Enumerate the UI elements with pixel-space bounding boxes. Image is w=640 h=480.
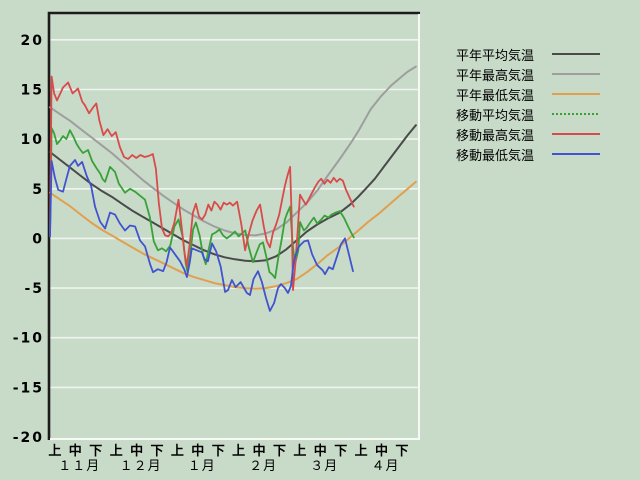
y-axis-label: 0 xyxy=(32,231,44,247)
legend-line-sample xyxy=(552,73,600,75)
legend-label: 移動平均気温 xyxy=(456,108,535,124)
x-axis-period-label: 下 xyxy=(273,444,286,459)
legend-label: 移動最高気温 xyxy=(456,128,535,144)
legend-line-sample xyxy=(552,113,600,115)
x-axis-period-label: 下 xyxy=(89,444,102,459)
plot-frame-light-edge xyxy=(50,14,420,440)
legend-item-moving-mean: 移動平均気温 xyxy=(456,104,600,124)
legend-item-normal-min: 平年最低気温 xyxy=(456,84,600,104)
series-line-moving-min xyxy=(49,159,354,312)
y-axis-label: 15 xyxy=(21,83,44,99)
x-axis-period-label: 上 xyxy=(171,444,184,459)
x-axis-period-label: 中 xyxy=(191,443,204,459)
x-axis-period-label: 上 xyxy=(355,444,368,459)
legend-label: 移動最低気温 xyxy=(456,148,535,164)
y-axis-label: -10 xyxy=(13,331,44,347)
x-axis-month-label: １２月 xyxy=(120,459,162,474)
y-axis-label: 20 xyxy=(21,33,44,49)
x-axis-period-label: 上 xyxy=(110,444,123,459)
x-axis-period-label: 中 xyxy=(130,443,143,459)
x-axis-period-label: 中 xyxy=(253,443,266,459)
legend-item-normal-max: 平年最高気温 xyxy=(456,64,600,84)
x-axis-month-label: ２月 xyxy=(249,459,277,474)
plot-frame-dark-edge xyxy=(47,11,420,440)
y-axis-label: -20 xyxy=(13,430,44,446)
series-line-normal-min xyxy=(49,180,417,290)
legend-label: 平年最低気温 xyxy=(456,88,535,104)
x-axis-period-label: 上 xyxy=(293,444,306,459)
x-axis-month-label: ４月 xyxy=(371,459,399,474)
legend-item-moving-min: 移動最低気温 xyxy=(456,144,600,164)
series-line-normal-max xyxy=(49,65,417,237)
legend-label: 平年平均気温 xyxy=(456,48,535,64)
x-axis-period-label: 下 xyxy=(150,444,163,459)
x-axis-period-label: 上 xyxy=(232,444,245,459)
series-line-moving-max xyxy=(49,75,355,292)
legend-item-normal-mean: 平年平均気温 xyxy=(456,44,600,64)
legend: 平年平均気温 平年最高気温 平年最低気温 移動平均気温 移動最高気温 移動最低気… xyxy=(456,44,600,164)
legend-line-sample xyxy=(552,153,600,155)
x-axis-period-label: 上 xyxy=(48,444,61,459)
x-axis-month-label: １１月 xyxy=(58,459,100,474)
y-axis-label: -5 xyxy=(24,281,44,297)
x-axis-month-label: １月 xyxy=(188,459,216,474)
series-line-moving-mean xyxy=(49,127,355,280)
x-axis-period-label: 下 xyxy=(212,444,225,459)
legend-label: 平年最高気温 xyxy=(456,68,535,84)
legend-line-sample xyxy=(552,133,600,135)
x-axis-period-label: 中 xyxy=(375,443,388,459)
legend-line-sample xyxy=(552,93,600,95)
legend-line-sample xyxy=(552,53,600,55)
y-axis-label: -15 xyxy=(13,380,44,396)
x-axis-period-label: 中 xyxy=(69,443,82,459)
series-line-normal-mean xyxy=(49,124,417,263)
y-axis-label: 10 xyxy=(21,132,44,148)
y-axis-label: 5 xyxy=(32,182,44,198)
x-axis-period-label: 下 xyxy=(395,444,408,459)
x-axis-month-label: ３月 xyxy=(310,459,338,474)
x-axis-period-label: 下 xyxy=(334,444,347,459)
x-axis-period-label: 中 xyxy=(314,443,327,459)
legend-item-moving-max: 移動最高気温 xyxy=(456,124,600,144)
